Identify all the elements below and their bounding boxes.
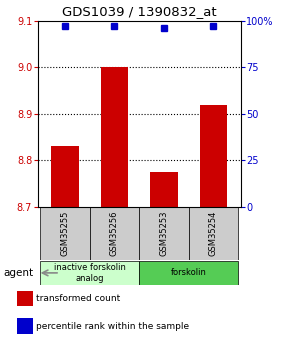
Bar bbox=[150, 172, 177, 207]
Text: GSM35254: GSM35254 bbox=[209, 211, 218, 256]
Bar bbox=[200, 105, 227, 207]
Bar bbox=[40, 261, 139, 285]
Bar bbox=[90, 207, 139, 260]
Text: GSM35253: GSM35253 bbox=[160, 211, 168, 256]
Bar bbox=[101, 67, 128, 207]
Text: percentile rank within the sample: percentile rank within the sample bbox=[36, 322, 189, 331]
Bar bbox=[40, 207, 90, 260]
Bar bbox=[139, 207, 189, 260]
Bar bbox=[17, 318, 33, 334]
Text: inactive forskolin
analog: inactive forskolin analog bbox=[54, 263, 126, 283]
Text: GSM35256: GSM35256 bbox=[110, 211, 119, 256]
Text: agent: agent bbox=[3, 268, 33, 278]
Title: GDS1039 / 1390832_at: GDS1039 / 1390832_at bbox=[62, 5, 217, 18]
Bar bbox=[17, 291, 33, 306]
Bar bbox=[139, 261, 238, 285]
Bar bbox=[189, 207, 238, 260]
Text: transformed count: transformed count bbox=[36, 294, 121, 303]
Bar bbox=[51, 147, 79, 207]
Text: GSM35255: GSM35255 bbox=[60, 211, 69, 256]
Text: forskolin: forskolin bbox=[171, 268, 207, 277]
